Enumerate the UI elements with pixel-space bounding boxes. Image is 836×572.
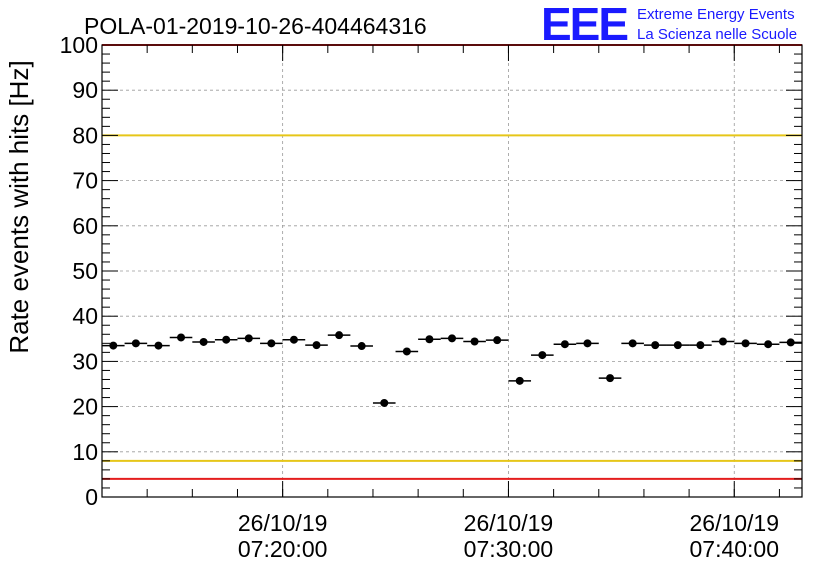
data-point	[147, 341, 170, 350]
chart-title: POLA-01-2019-10-26-404464316	[84, 13, 427, 39]
data-marker	[380, 398, 389, 407]
y-tick-label: 100	[60, 32, 98, 58]
data-point	[237, 334, 261, 343]
data-point	[643, 341, 667, 350]
data-marker	[764, 340, 773, 349]
y-tick-label: 40	[72, 303, 98, 329]
data-point	[553, 340, 577, 349]
data-marker	[696, 341, 705, 350]
x-tick-label-time: 07:40:00	[689, 536, 779, 562]
y-axis-label: Rate events with hits [Hz]	[4, 60, 34, 353]
data-marker	[628, 339, 637, 348]
data-marker	[583, 339, 592, 348]
data-point	[485, 336, 509, 345]
data-marker	[425, 335, 434, 344]
data-marker	[786, 338, 795, 347]
logo-line-2: La Scienza nelle Scuole	[637, 26, 797, 43]
data-point	[463, 337, 486, 346]
data-marker	[131, 339, 140, 348]
data-marker	[199, 337, 208, 346]
data-point	[756, 340, 780, 349]
data-marker	[177, 333, 186, 342]
data-marker	[222, 335, 231, 344]
data-marker	[448, 334, 456, 343]
data-points	[102, 331, 802, 407]
data-point	[350, 342, 373, 351]
eee-logo-mark: EEE	[541, 0, 627, 50]
y-tick-label: 70	[72, 168, 98, 194]
data-point	[779, 338, 802, 347]
data-marker	[515, 376, 524, 385]
y-tick-label: 10	[72, 439, 98, 465]
y-tick-label: 0	[85, 484, 98, 510]
data-marker	[357, 342, 366, 351]
y-tick-label: 20	[72, 394, 98, 420]
data-point	[711, 337, 735, 346]
data-point	[598, 374, 622, 383]
data-marker	[538, 351, 547, 360]
data-point	[214, 335, 238, 344]
data-point	[666, 341, 690, 350]
data-point	[124, 339, 148, 348]
eee-logo: EEE Extreme Energy Events La Scienza nel…	[541, 0, 797, 50]
data-point	[102, 341, 125, 350]
data-point	[372, 398, 396, 407]
data-point	[734, 339, 757, 348]
data-point	[508, 376, 532, 385]
grid-lines	[102, 45, 802, 497]
data-point	[169, 333, 193, 342]
data-point	[621, 339, 644, 348]
logo-line-1: Extreme Energy Events	[637, 6, 795, 23]
y-tick-label: 50	[72, 258, 98, 284]
data-point	[531, 351, 554, 360]
data-marker	[289, 335, 298, 344]
data-marker	[154, 341, 163, 350]
data-marker	[402, 347, 411, 356]
x-tick-label-time: 07:30:00	[464, 536, 554, 562]
data-point	[305, 341, 328, 350]
data-marker	[335, 331, 344, 340]
data-marker	[673, 341, 682, 350]
reference-lines	[102, 44, 802, 480]
data-marker	[718, 337, 727, 346]
data-marker	[267, 339, 276, 348]
data-point	[327, 331, 351, 340]
data-marker	[470, 337, 479, 346]
y-tick-label: 90	[72, 77, 98, 103]
axis-ticks	[101, 44, 802, 498]
data-point	[418, 335, 441, 344]
data-point	[192, 337, 215, 346]
x-tick-labels: 26/10/1907:20:0026/10/1907:30:0026/10/19…	[238, 510, 779, 562]
data-point	[576, 339, 599, 348]
data-marker	[651, 341, 660, 350]
data-marker	[312, 341, 321, 350]
data-marker	[109, 341, 118, 350]
data-point	[689, 341, 712, 350]
y-tick-labels: 0 10 20 30 40 50 60 70 80 90 100	[60, 32, 98, 510]
data-marker	[606, 374, 615, 383]
x-tick-label-date: 26/10/19	[689, 510, 779, 536]
data-marker	[244, 334, 253, 343]
data-marker	[493, 336, 502, 345]
x-tick-label-date: 26/10/19	[464, 510, 554, 536]
x-tick-label-time: 07:20:00	[238, 536, 328, 562]
data-marker	[560, 340, 569, 349]
data-point	[395, 347, 419, 356]
data-point	[282, 335, 306, 344]
data-point	[260, 339, 283, 348]
y-tick-label: 80	[72, 122, 98, 148]
y-tick-label: 60	[72, 213, 98, 239]
y-tick-label: 30	[72, 348, 98, 374]
data-marker	[741, 339, 750, 348]
x-tick-label-date: 26/10/19	[238, 510, 328, 536]
data-point	[440, 334, 464, 343]
